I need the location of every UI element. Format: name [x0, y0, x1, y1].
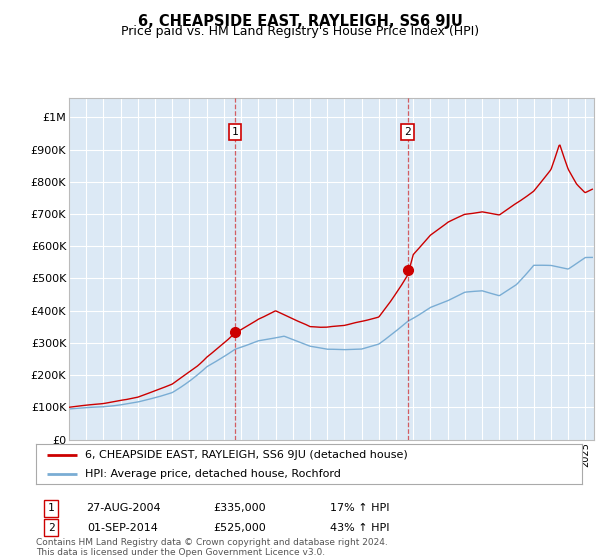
Text: 6, CHEAPSIDE EAST, RAYLEIGH, SS6 9JU: 6, CHEAPSIDE EAST, RAYLEIGH, SS6 9JU — [137, 14, 463, 29]
Text: 2: 2 — [47, 522, 55, 533]
Text: 6, CHEAPSIDE EAST, RAYLEIGH, SS6 9JU (detached house): 6, CHEAPSIDE EAST, RAYLEIGH, SS6 9JU (de… — [85, 450, 408, 460]
Text: 17% ↑ HPI: 17% ↑ HPI — [330, 503, 390, 514]
Text: £525,000: £525,000 — [214, 522, 266, 533]
Text: Contains HM Land Registry data © Crown copyright and database right 2024.
This d: Contains HM Land Registry data © Crown c… — [36, 538, 388, 557]
Text: 43% ↑ HPI: 43% ↑ HPI — [330, 522, 390, 533]
Text: 1: 1 — [47, 503, 55, 514]
Text: 1: 1 — [232, 127, 238, 137]
Text: Price paid vs. HM Land Registry's House Price Index (HPI): Price paid vs. HM Land Registry's House … — [121, 25, 479, 38]
Text: 01-SEP-2014: 01-SEP-2014 — [88, 522, 158, 533]
Text: £335,000: £335,000 — [214, 503, 266, 514]
Text: HPI: Average price, detached house, Rochford: HPI: Average price, detached house, Roch… — [85, 469, 341, 478]
Text: 27-AUG-2004: 27-AUG-2004 — [86, 503, 160, 514]
Text: 2: 2 — [404, 127, 411, 137]
